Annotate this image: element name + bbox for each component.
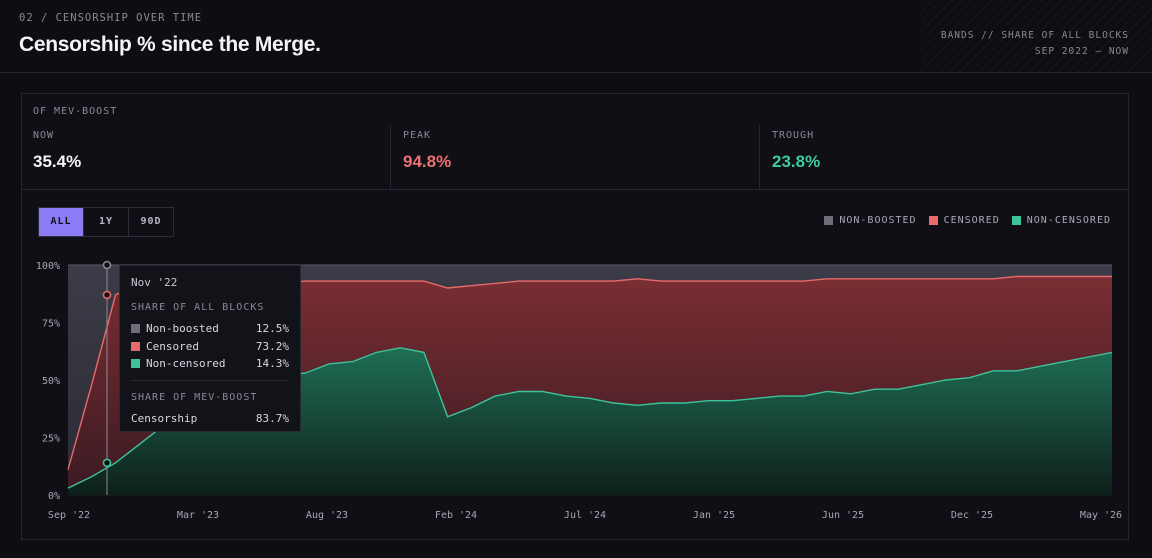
cursor-point — [102, 458, 112, 468]
legend-label-censored: CENSORED — [943, 215, 1000, 226]
tooltip-row-label: Non-boosted — [146, 321, 219, 335]
range-90d-button[interactable]: 90D — [140, 216, 162, 227]
legend-label-non-boosted: NON-BOOSTED — [839, 215, 917, 226]
header-divider — [0, 72, 1152, 73]
tooltip-row-label: Non-censored — [146, 356, 226, 370]
y-tick-label: 100% — [36, 261, 60, 272]
stats-divider — [22, 189, 1128, 190]
x-tick-label: Feb '24 — [435, 510, 477, 521]
chart-legend: NON-BOOSTED CENSORED NON-CENSORED — [824, 215, 1111, 226]
stat-trough-value: 23.8% — [772, 152, 821, 171]
stat-divider — [759, 125, 760, 189]
chart-tooltip: Nov '22 SHARE OF ALL BLOCKS Non-boosted … — [119, 265, 301, 432]
chart-meta-range: SEP 2022 — NOW — [1034, 46, 1129, 57]
stat-trough: TROUGH 23.8% — [760, 122, 1128, 190]
stat-trough-label: TROUGH — [772, 130, 815, 141]
stat-now: NOW 35.4% — [22, 122, 390, 190]
y-tick-label: 25% — [42, 434, 60, 445]
chart-meta-bands: BANDS // SHARE OF ALL BLOCKS — [940, 30, 1129, 41]
stats-label: OF MEV-BOOST — [33, 106, 118, 117]
y-tick-label: 50% — [42, 376, 60, 387]
x-tick-label: Jan '25 — [693, 510, 735, 521]
tooltip-title: Nov '22 — [131, 276, 178, 289]
stat-peak-value: 94.8% — [403, 152, 452, 171]
tooltip-row-label: Censorship — [131, 411, 198, 425]
legend-swatch-censored — [928, 216, 938, 225]
tooltip-row-value: 83.7% — [255, 411, 289, 425]
x-tick-label: Sep '22 — [48, 510, 90, 521]
stat-now-value: 35.4% — [33, 152, 82, 171]
tooltip-row-non-boosted: Non-boosted 12.5% — [131, 320, 289, 336]
tooltip-swatch — [131, 341, 140, 351]
header-hatch-decoration — [922, 0, 1152, 72]
hover-cursor — [102, 260, 112, 495]
legend-swatch-non-censored — [1011, 216, 1021, 225]
y-tick-label: 0% — [48, 491, 60, 502]
x-tick-label: Mar '23 — [177, 510, 219, 521]
tooltip-row-label: Censored — [146, 339, 199, 353]
legend-label-non-censored: NON-CENSORED — [1026, 215, 1111, 226]
tooltip-row-value: 73.2% — [255, 339, 289, 353]
tooltip-swatch — [131, 323, 140, 333]
x-tick-label: Aug '23 — [306, 510, 348, 521]
legend-item-censored: CENSORED — [928, 215, 1000, 226]
range-1y-button[interactable]: 1Y — [84, 208, 129, 236]
tooltip-row-value: 14.3% — [255, 356, 289, 370]
legend-swatch-non-boosted — [824, 216, 834, 225]
tooltip-row-value: 12.5% — [255, 321, 289, 335]
page-title: Censorship % since the Merge. — [19, 33, 321, 56]
x-axis-ticks: Sep '22 Mar '23 Aug '23 Feb '24 Jul '24 Jan '… — [48, 510, 1122, 521]
tooltip-section-mev-boost: SHARE OF MEV-BOOST — [131, 392, 258, 403]
y-tick-label: 75% — [42, 319, 60, 330]
stat-now-label: NOW — [33, 130, 55, 141]
x-tick-label: Dec '25 — [951, 510, 993, 521]
tooltip-divider — [131, 380, 289, 381]
legend-item-non-censored: NON-CENSORED — [1011, 215, 1111, 226]
cursor-point — [102, 260, 112, 270]
range-selector: ALL 1Y 90D — [38, 207, 174, 237]
range-all-button[interactable]: ALL — [39, 208, 84, 236]
legend-item-non-boosted: NON-BOOSTED — [824, 215, 916, 226]
tooltip-row-non-censored: Non-censored 14.3% — [131, 355, 289, 371]
tooltip-swatch — [131, 358, 140, 368]
stat-peak: PEAK 94.8% — [391, 122, 759, 190]
tooltip-section-all-blocks: SHARE OF ALL BLOCKS — [131, 302, 265, 313]
x-tick-label: Jun '25 — [822, 510, 864, 521]
x-tick-label: Jul '24 — [564, 510, 606, 521]
tooltip-row-censorship: Censorship 83.7% — [131, 410, 289, 426]
y-axis-ticks: 0% 25% 50% 75% 100% — [36, 261, 60, 502]
tooltip-row-censored: Censored 73.2% — [131, 338, 289, 354]
stat-divider — [390, 125, 391, 189]
stat-peak-label: PEAK — [403, 130, 432, 141]
chart-meta: BANDS // SHARE OF ALL BLOCKS SEP 2022 — … — [941, 28, 1129, 60]
section-eyebrow: 02 / CENSORSHIP OVER TIME — [19, 12, 203, 24]
series-area-non-censored — [68, 347, 1112, 495]
x-tick-label: May '26 — [1080, 510, 1122, 521]
cursor-point — [102, 290, 112, 300]
